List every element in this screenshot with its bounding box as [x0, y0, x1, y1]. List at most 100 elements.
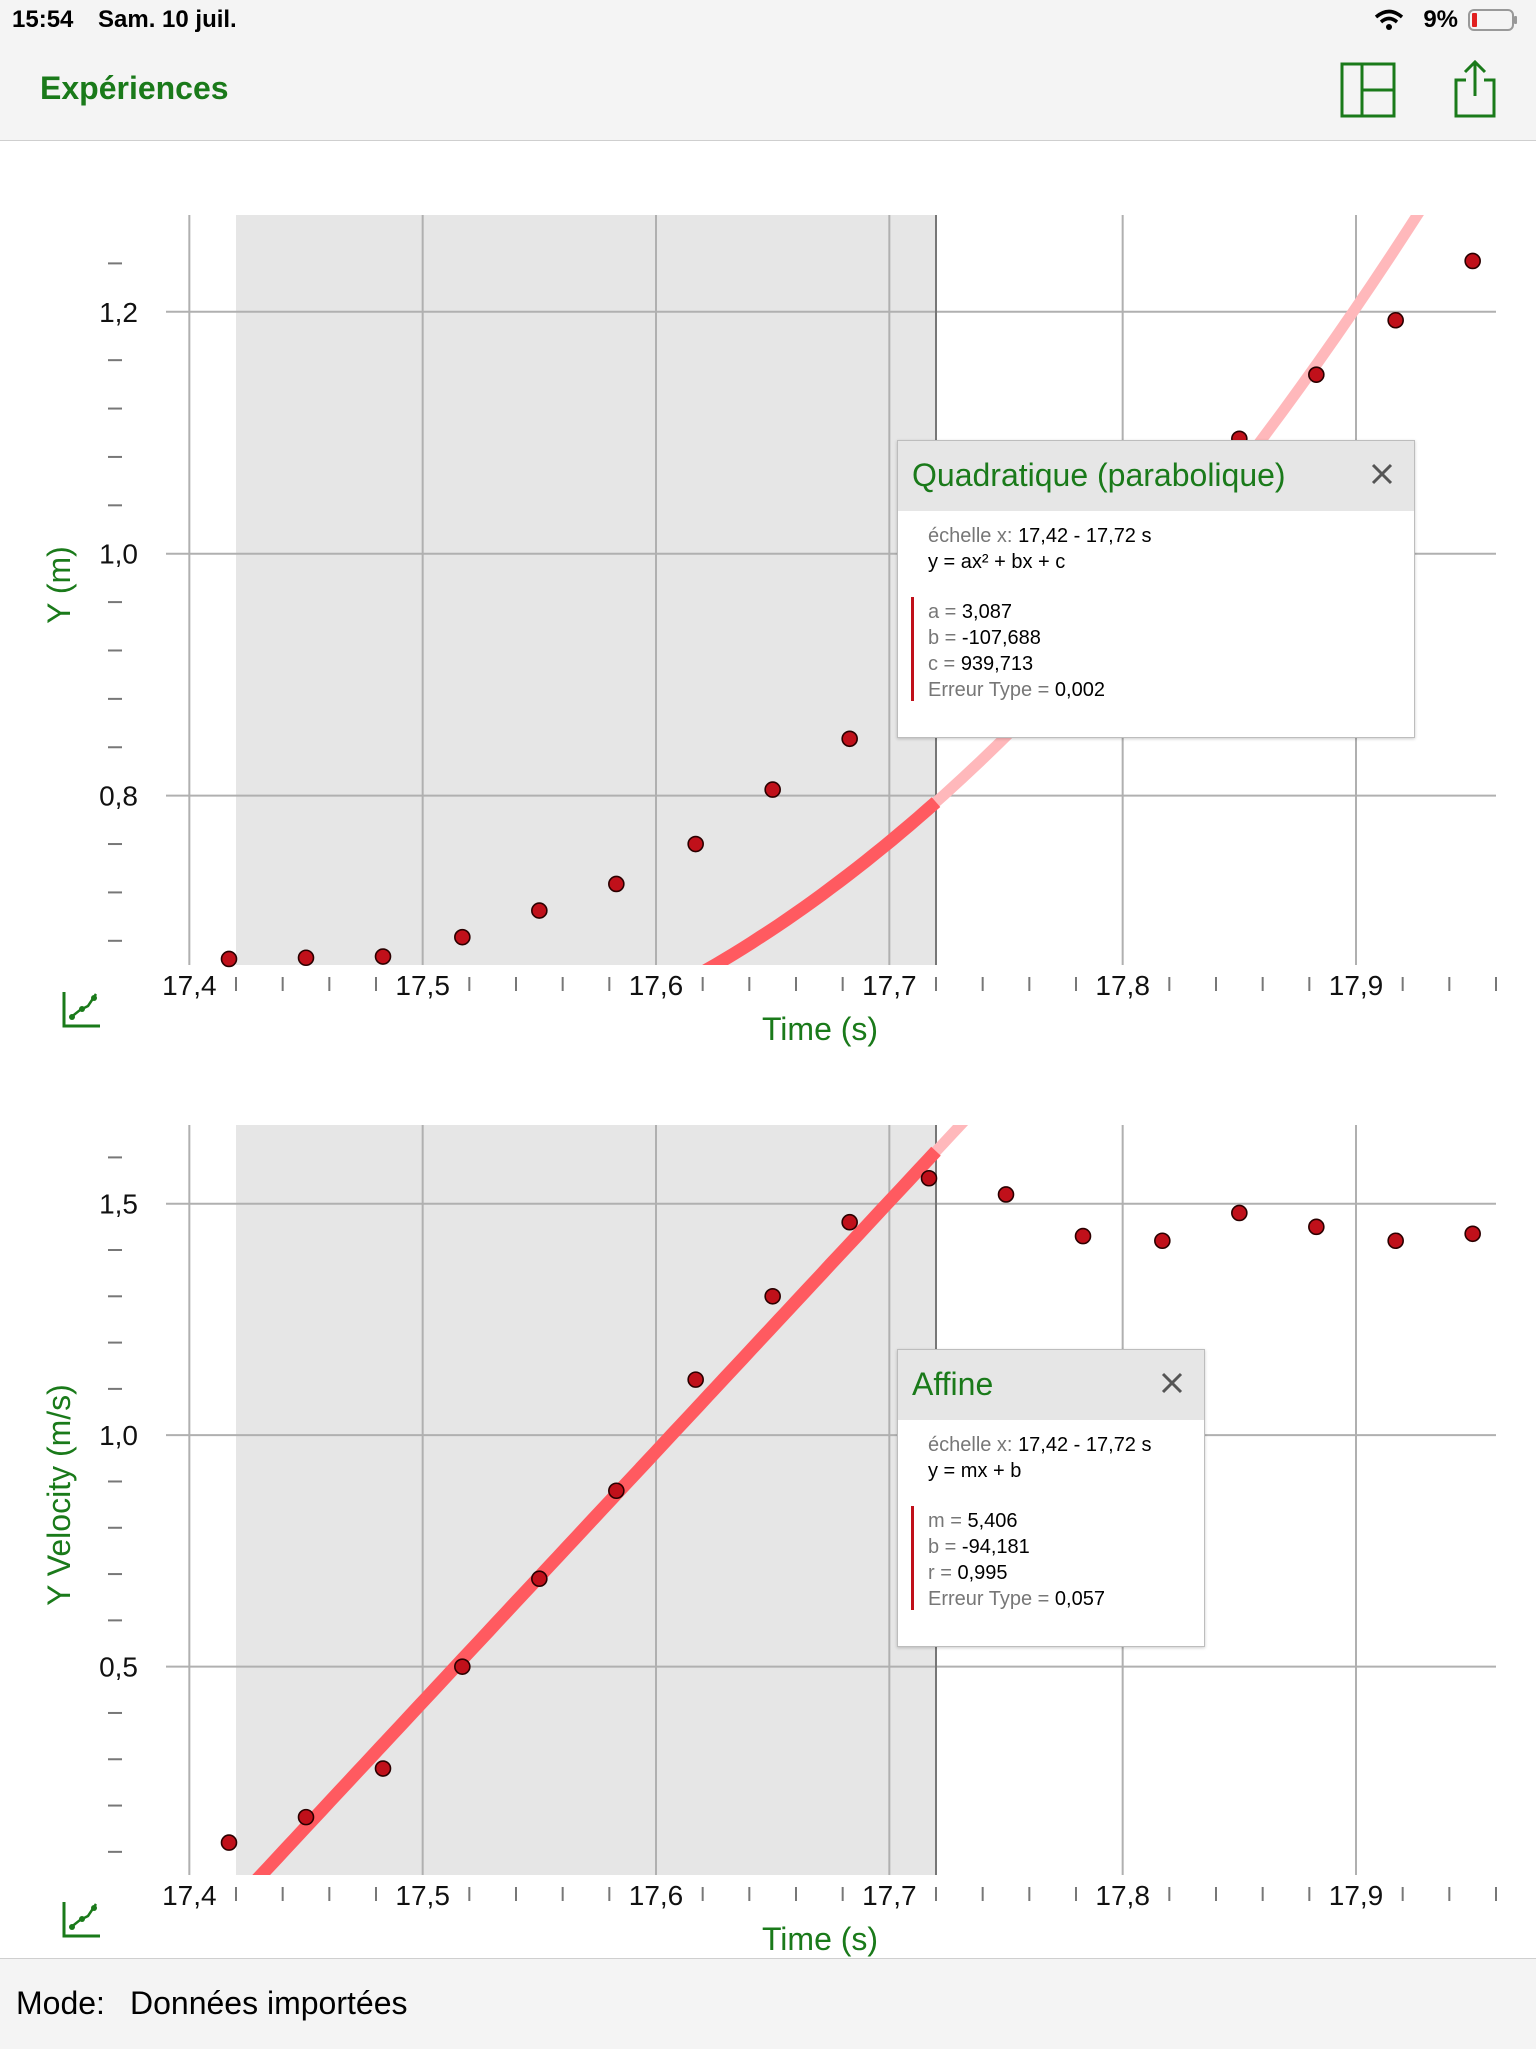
layout-icon[interactable] — [1340, 62, 1396, 118]
fit-param: Erreur Type = 0,002 — [928, 677, 1105, 703]
linear-fit-panel[interactable]: Affine échelle x: 17,42 - 17,72 s y = mx… — [897, 1349, 1205, 1647]
y-tick-label: 1,2 — [99, 297, 138, 328]
fit-param: c = 939,713 — [928, 651, 1033, 677]
y-tick-label: 1,5 — [99, 1189, 138, 1220]
fit-curve-selected — [702, 797, 941, 965]
data-point — [608, 875, 625, 893]
data-point — [1387, 1232, 1404, 1250]
data-point — [454, 928, 471, 946]
y-tick-label: 1,0 — [99, 1420, 138, 1451]
graph-tools-icon[interactable] — [62, 1902, 100, 1938]
param-name: r = — [928, 1562, 952, 1584]
data-point — [764, 1287, 781, 1305]
fit-range-label: échelle x: — [928, 525, 1013, 547]
fit-param: b = -94,181 — [928, 1534, 1030, 1560]
battery-percentage: 9% — [1423, 6, 1458, 33]
fit-equation: y = ax² + bx + c — [928, 551, 1066, 573]
navigation-bar: Expériences — [0, 40, 1536, 141]
fit-color-bar — [911, 597, 914, 701]
x-tick-label: 17,5 — [395, 1880, 450, 1911]
param-name: m = — [928, 1510, 962, 1532]
fit-title: Affine — [912, 1366, 994, 1402]
data-point — [608, 1482, 625, 1500]
quadratic-fit-panel[interactable]: Quadratique (parabolique) échelle x: 17,… — [897, 440, 1415, 738]
status-bar: 15:54 Sam. 10 juil. 9% — [0, 0, 1536, 40]
param-value: -107,688 — [961, 627, 1041, 649]
data-point — [531, 1570, 548, 1588]
x-tick-label: 17,6 — [629, 1880, 684, 1911]
fit-range: échelle x: 17,42 - 17,72 s — [928, 523, 1152, 549]
fit-param: m = 5,406 — [928, 1508, 1018, 1534]
mode-label: Mode: — [16, 1985, 105, 2021]
status-time: 15:54 — [12, 6, 74, 33]
graph-tools-icon[interactable] — [62, 992, 100, 1028]
data-point — [841, 1213, 858, 1231]
fit-param: r = 0,995 — [928, 1560, 1008, 1586]
data-point — [687, 1371, 704, 1388]
fit-curve-selected — [252, 1146, 941, 1875]
x-minor-ticks — [235, 977, 1497, 991]
fit-range-label: échelle x: — [928, 1434, 1013, 1456]
grid — [166, 1125, 1496, 1875]
experiences-back-button[interactable]: Expériences — [40, 70, 229, 106]
param-value: -94,181 — [961, 1536, 1030, 1558]
y-minor-ticks — [108, 1156, 122, 1853]
data-point — [1154, 1232, 1171, 1250]
selection-range-rect[interactable] — [236, 1125, 936, 1875]
data-point — [531, 902, 548, 919]
param-value: 0,995 — [957, 1562, 1008, 1584]
fit-color-bar — [911, 1506, 914, 1610]
x-tick-label: 17,9 — [1329, 1880, 1384, 1911]
data-point — [1308, 1218, 1325, 1236]
x-tick-labels: 17,4 17,5 17,6 17,7 17,8 17,9 — [162, 970, 1383, 1001]
param-value: 939,713 — [960, 653, 1034, 675]
y-tick-labels: 0,8 1,0 1,2 — [99, 297, 138, 812]
data-point — [220, 1834, 238, 1851]
fit-range-value: 17,42 - 17,72 s — [1018, 1434, 1152, 1456]
x-tick-labels: 17,4 17,5 17,6 17,7 17,8 17,9 — [162, 1880, 1383, 1911]
x-tick-label: 17,8 — [1095, 970, 1150, 1001]
y-axis-label[interactable]: Y (m) — [41, 546, 77, 624]
selection-range-rect[interactable] — [236, 215, 936, 965]
x-minor-ticks — [235, 1887, 1497, 1901]
close-icon[interactable] — [1366, 455, 1398, 491]
fit-param: b = -107,688 — [928, 625, 1041, 651]
fit-param: a = 3,087 — [928, 599, 1012, 625]
param-value: 3,087 — [961, 601, 1012, 623]
fit-equation: y = mx + b — [928, 1460, 1022, 1482]
y-minor-ticks — [108, 262, 122, 942]
mode-value[interactable]: Données importées — [130, 1985, 408, 2021]
share-icon[interactable] — [1452, 58, 1498, 118]
param-name: Erreur Type = — [928, 1588, 1050, 1610]
data-point — [297, 1808, 315, 1826]
data-point — [841, 730, 858, 748]
x-axis-label[interactable]: Time (s) — [762, 1011, 878, 1047]
data-point — [374, 1760, 392, 1777]
x-axis-label[interactable]: Time (s) — [762, 1921, 878, 1957]
param-value: 0,002 — [1054, 679, 1105, 701]
param-name: c = — [928, 653, 956, 675]
data-point — [297, 949, 315, 967]
fit-range: échelle x: 17,42 - 17,72 s — [928, 1432, 1152, 1458]
mode-bar[interactable]: Mode: Données importées — [0, 1958, 1536, 2049]
y-tick-label: 1,0 — [99, 539, 138, 570]
fit-panel-header: Affine — [898, 1350, 1204, 1420]
data-point — [1464, 252, 1481, 270]
x-tick-label: 17,4 — [162, 1880, 217, 1911]
x-tick-label: 17,4 — [162, 970, 217, 1001]
data-points — [220, 1169, 1481, 1851]
position-graph[interactable]: 17,4 17,5 17,6 17,7 17,8 17,9 0,8 1,0 1,… — [0, 210, 1536, 1060]
param-value: 5,406 — [967, 1510, 1018, 1532]
x-tick-label: 17,5 — [395, 970, 450, 1001]
y-tick-labels: 0,5 1,0 1,5 — [99, 1189, 138, 1683]
wifi-icon — [1374, 9, 1404, 30]
data-point — [1231, 1204, 1248, 1222]
velocity-graph[interactable]: 17,4 17,5 17,6 17,7 17,8 17,9 0,5 1,0 1,… — [0, 1120, 1536, 1960]
fit-param: Erreur Type = 0,057 — [928, 1586, 1105, 1612]
fit-panel-header: Quadratique (parabolique) — [898, 441, 1414, 511]
y-tick-label: 0,5 — [99, 1652, 138, 1683]
data-point — [764, 781, 781, 798]
y-axis-label[interactable]: Y Velocity (m/s) — [41, 1384, 77, 1606]
close-icon[interactable] — [1156, 1364, 1188, 1400]
x-tick-label: 17,6 — [629, 970, 684, 1001]
